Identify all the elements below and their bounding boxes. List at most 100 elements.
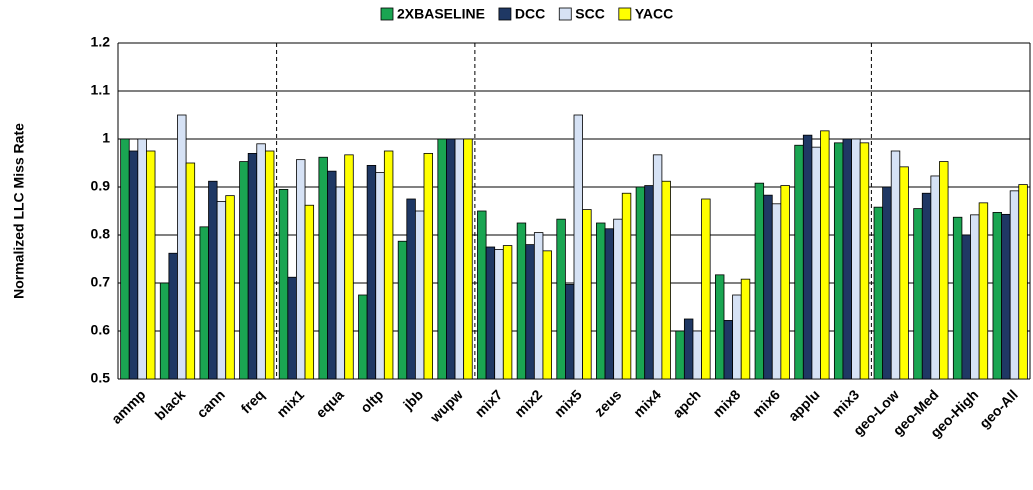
x-tick-label: oltp xyxy=(357,386,386,415)
bar xyxy=(661,180,671,380)
bar xyxy=(1009,190,1020,380)
x-tick-label: wupw xyxy=(426,386,466,426)
x-tick-label: mix7 xyxy=(472,386,506,420)
bar xyxy=(723,320,734,380)
x-tick-label: zeus xyxy=(591,386,624,419)
x-tick-label: equa xyxy=(312,386,347,421)
y-axis-label: Normalized LLC Miss Rate xyxy=(11,123,27,299)
bar xyxy=(978,202,989,380)
bar xyxy=(732,294,742,380)
legend-label: DCC xyxy=(515,6,545,22)
bar xyxy=(318,156,328,380)
bar xyxy=(780,185,790,380)
bar xyxy=(652,154,663,380)
bar xyxy=(327,170,337,380)
bar xyxy=(890,150,901,380)
bar xyxy=(463,138,473,380)
x-tick-label: cann xyxy=(193,386,227,420)
bar xyxy=(502,245,513,380)
bar xyxy=(128,150,139,380)
bar xyxy=(247,152,258,380)
legend-label: YACC xyxy=(635,6,673,22)
bar xyxy=(802,134,813,380)
x-tick-label: mix6 xyxy=(749,386,783,420)
bar xyxy=(1001,213,1011,380)
bar xyxy=(516,222,527,380)
bar xyxy=(621,192,632,380)
bar xyxy=(952,216,963,380)
bar xyxy=(208,180,218,380)
bar xyxy=(256,143,266,380)
bar xyxy=(146,150,156,380)
bar xyxy=(358,294,368,380)
y-tick-label: 0.5 xyxy=(91,370,111,386)
bar xyxy=(644,185,654,380)
bar xyxy=(120,138,130,380)
x-tick-label: mix1 xyxy=(273,386,307,420)
bar xyxy=(239,161,249,380)
legend-label: 2XBASELINE xyxy=(397,6,485,22)
bar xyxy=(675,330,685,380)
bar xyxy=(137,138,147,380)
bar xyxy=(913,208,923,380)
bar xyxy=(763,194,773,380)
y-tick-label: 1.1 xyxy=(91,82,111,98)
bar xyxy=(264,150,275,380)
bar xyxy=(296,159,306,380)
bar xyxy=(573,114,584,380)
bar xyxy=(494,248,504,380)
bar xyxy=(397,240,408,380)
bar xyxy=(820,130,830,380)
bar xyxy=(477,210,487,380)
bar xyxy=(939,161,949,380)
bar xyxy=(216,200,227,380)
x-tick-label: mix4 xyxy=(630,386,664,420)
bar xyxy=(701,198,711,380)
bar xyxy=(366,164,377,380)
bar xyxy=(882,186,892,380)
bar xyxy=(754,182,765,380)
bar xyxy=(596,222,606,380)
bar xyxy=(740,278,751,380)
bar xyxy=(446,138,456,380)
legend-swatch xyxy=(618,7,632,21)
bar xyxy=(771,203,782,380)
x-tick-label: applu xyxy=(785,386,823,424)
bar xyxy=(454,138,465,380)
bar xyxy=(921,192,932,380)
bar xyxy=(794,144,804,380)
bar xyxy=(225,195,235,380)
x-tick-label: freq xyxy=(238,386,268,416)
bar xyxy=(635,186,646,380)
y-tick-label: 1.2 xyxy=(91,34,111,50)
y-tick-label: 0.7 xyxy=(91,274,111,290)
y-tick-label: 1 xyxy=(102,130,110,146)
bar xyxy=(199,226,209,380)
bar xyxy=(406,198,416,380)
legend-swatch xyxy=(498,7,512,21)
bar xyxy=(335,186,346,380)
y-tick-label: 0.9 xyxy=(91,178,111,194)
bar xyxy=(565,284,575,380)
bar xyxy=(525,244,535,380)
bar xyxy=(873,206,884,380)
bar xyxy=(556,218,566,380)
bar xyxy=(582,209,592,380)
bar xyxy=(970,214,980,380)
bar xyxy=(604,228,615,380)
bar xyxy=(961,234,971,380)
bar xyxy=(613,218,623,380)
x-tick-label: ammp xyxy=(108,386,148,426)
bar xyxy=(930,175,940,380)
x-tick-label: mix5 xyxy=(551,386,585,420)
bar xyxy=(533,232,544,380)
x-tick-label: black xyxy=(152,386,189,423)
bar xyxy=(683,318,694,380)
legend-label: SCC xyxy=(575,6,605,22)
bar xyxy=(304,204,315,380)
bar xyxy=(278,188,289,380)
bar xyxy=(811,146,821,380)
bar xyxy=(437,138,447,380)
x-tick-label: apch xyxy=(669,386,703,420)
bar xyxy=(185,162,196,380)
